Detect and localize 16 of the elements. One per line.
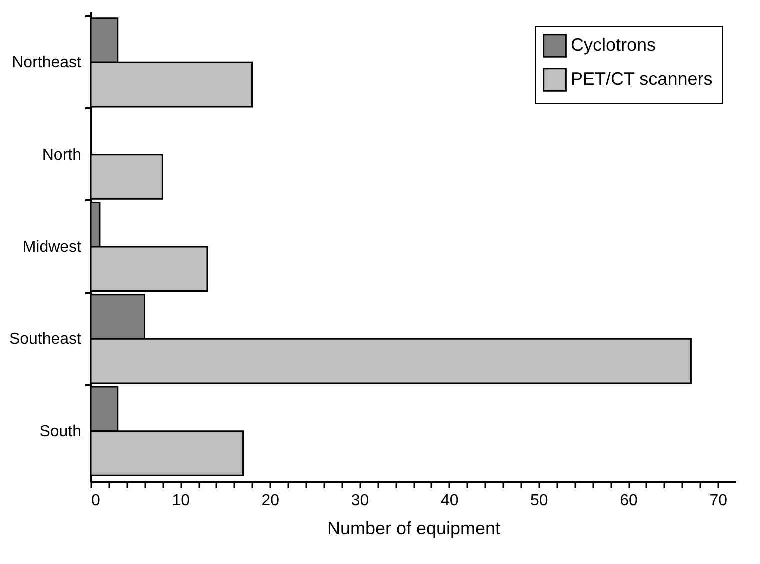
y-tick-label: South (40, 423, 82, 440)
x-tick-label: 60 (620, 492, 638, 510)
y-tick-label: North (42, 146, 82, 164)
x-tick-label: 40 (440, 492, 459, 510)
x-tick-label: 30 (351, 492, 370, 510)
y-tick-label: Northeast (12, 54, 82, 72)
x-tick-label: 50 (530, 492, 548, 510)
y-tick-label: Midwest (22, 239, 82, 256)
x-tick-label: 0 (92, 492, 100, 510)
y-tick-label: Southeast (9, 331, 82, 348)
x-tick-label: 70 (710, 492, 728, 510)
legend-label: Cyclotrons (571, 35, 656, 55)
x-tick-label: 20 (262, 492, 280, 510)
x-axis-title: Number of equipment (327, 518, 501, 538)
x-tick-label: 10 (172, 492, 190, 510)
legend-label: PET/CT scanners (571, 69, 713, 89)
